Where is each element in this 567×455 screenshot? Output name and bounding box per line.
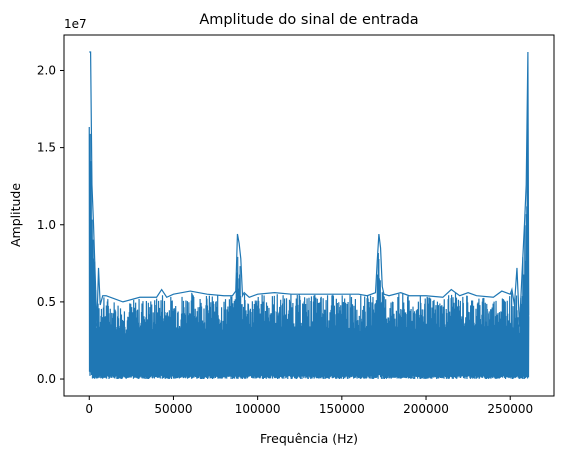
x-tick-label: 250000 xyxy=(487,402,533,416)
y-axis-label: Amplitude xyxy=(8,183,23,247)
y-tick-label: 0.0 xyxy=(37,372,56,386)
series-line-0 xyxy=(88,96,530,380)
x-tick-label: 150000 xyxy=(319,402,365,416)
x-ticks: 0 50000 100000 150000 200000 250000 xyxy=(85,396,533,416)
series-peaks-0 xyxy=(89,51,530,327)
x-tick-label: 100000 xyxy=(235,402,281,416)
x-axis-label: Frequência (Hz) xyxy=(260,431,358,446)
x-tick-label: 200000 xyxy=(403,402,449,416)
chart-title: Amplitude do sinal de entrada xyxy=(199,12,418,28)
y-offset-label: 1e7 xyxy=(64,17,87,31)
y-tick-label: 2.0 xyxy=(37,63,56,77)
y-tick-label: 1.0 xyxy=(37,218,56,232)
plot-frame xyxy=(63,34,555,397)
series-layer xyxy=(88,51,530,380)
y-ticks: 0.0 0.5 1.0 1.5 2.0 xyxy=(37,63,64,386)
x-tick-label: 50000 xyxy=(154,402,192,416)
y-tick-label: 1.5 xyxy=(37,141,56,155)
y-tick-label: 0.5 xyxy=(37,295,56,309)
x-tick-label: 0 xyxy=(85,402,93,416)
